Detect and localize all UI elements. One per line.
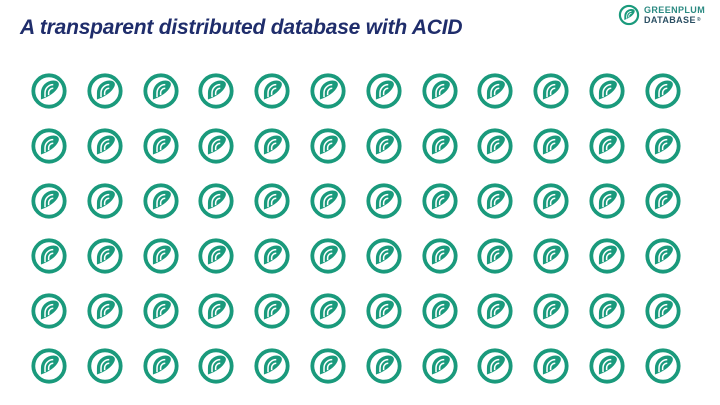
- greenplum-node-icon: [309, 237, 347, 275]
- greenplum-node-icon: [644, 127, 682, 165]
- greenplum-node-icon: [30, 347, 68, 385]
- greenplum-node-icon: [197, 127, 235, 165]
- greenplum-node-icon: [142, 182, 180, 220]
- greenplum-node-icon: [253, 182, 291, 220]
- greenplum-node-icon: [476, 347, 514, 385]
- logo-line-database: DATABASE: [644, 15, 696, 25]
- greenplum-node-icon: [197, 347, 235, 385]
- greenplum-node-icon: [476, 292, 514, 330]
- greenplum-node-icon: [588, 182, 626, 220]
- greenplum-logo: GREENPLUM DATABASE®: [618, 4, 705, 26]
- greenplum-node-icon: [588, 347, 626, 385]
- greenplum-node-icon: [476, 182, 514, 220]
- greenplum-node-icon: [253, 292, 291, 330]
- greenplum-node-icon: [421, 127, 459, 165]
- greenplum-node-icon: [86, 182, 124, 220]
- greenplum-node-icon: [476, 237, 514, 275]
- greenplum-node-icon: [588, 292, 626, 330]
- greenplum-node-icon: [421, 182, 459, 220]
- greenplum-node-icon: [532, 237, 570, 275]
- greenplum-node-icon: [253, 72, 291, 110]
- greenplum-node-icon: [142, 72, 180, 110]
- node-icon-grid: [30, 72, 700, 402]
- greenplum-node-icon: [365, 237, 403, 275]
- greenplum-node-icon: [309, 72, 347, 110]
- greenplum-node-icon: [30, 127, 68, 165]
- greenplum-node-icon: [644, 182, 682, 220]
- greenplum-node-icon: [476, 127, 514, 165]
- greenplum-node-icon: [532, 182, 570, 220]
- greenplum-node-icon: [365, 292, 403, 330]
- greenplum-node-icon: [30, 237, 68, 275]
- greenplum-node-icon: [421, 292, 459, 330]
- greenplum-node-icon: [142, 127, 180, 165]
- greenplum-node-icon: [644, 72, 682, 110]
- greenplum-node-icon: [142, 237, 180, 275]
- greenplum-node-icon: [532, 127, 570, 165]
- trademark-symbol: ®: [696, 17, 701, 23]
- greenplum-node-icon: [142, 347, 180, 385]
- greenplum-node-icon: [197, 72, 235, 110]
- greenplum-node-icon: [253, 127, 291, 165]
- greenplum-node-icon: [532, 347, 570, 385]
- greenplum-node-icon: [532, 292, 570, 330]
- greenplum-node-icon: [253, 347, 291, 385]
- greenplum-node-icon: [532, 72, 570, 110]
- greenplum-node-icon: [86, 347, 124, 385]
- greenplum-node-icon: [86, 292, 124, 330]
- greenplum-node-icon: [588, 237, 626, 275]
- greenplum-node-icon: [86, 72, 124, 110]
- greenplum-node-icon: [309, 347, 347, 385]
- logo-wordmark: GREENPLUM DATABASE®: [644, 5, 705, 25]
- greenplum-node-icon: [588, 72, 626, 110]
- greenplum-node-icon: [421, 237, 459, 275]
- logo-line-database-wrap: DATABASE®: [644, 15, 705, 25]
- greenplum-node-icon: [253, 237, 291, 275]
- greenplum-node-icon: [30, 292, 68, 330]
- slide-title: A transparent distributed database with …: [20, 16, 463, 39]
- greenplum-node-icon: [309, 292, 347, 330]
- greenplum-node-icon: [309, 127, 347, 165]
- greenplum-node-icon: [421, 347, 459, 385]
- greenplum-node-icon: [86, 127, 124, 165]
- greenplum-logo-icon: [618, 4, 640, 26]
- greenplum-node-icon: [197, 182, 235, 220]
- greenplum-node-icon: [365, 347, 403, 385]
- greenplum-node-icon: [644, 237, 682, 275]
- greenplum-node-icon: [421, 72, 459, 110]
- greenplum-node-icon: [365, 127, 403, 165]
- greenplum-node-icon: [476, 72, 514, 110]
- greenplum-node-icon: [30, 72, 68, 110]
- greenplum-node-icon: [365, 182, 403, 220]
- logo-line-greenplum: GREENPLUM: [644, 5, 706, 15]
- greenplum-node-icon: [644, 347, 682, 385]
- greenplum-node-icon: [588, 127, 626, 165]
- greenplum-node-icon: [309, 182, 347, 220]
- greenplum-node-icon: [142, 292, 180, 330]
- greenplum-node-icon: [86, 237, 124, 275]
- greenplum-node-icon: [197, 292, 235, 330]
- greenplum-node-icon: [644, 292, 682, 330]
- greenplum-node-icon: [30, 182, 68, 220]
- greenplum-node-icon: [365, 72, 403, 110]
- greenplum-node-icon: [197, 237, 235, 275]
